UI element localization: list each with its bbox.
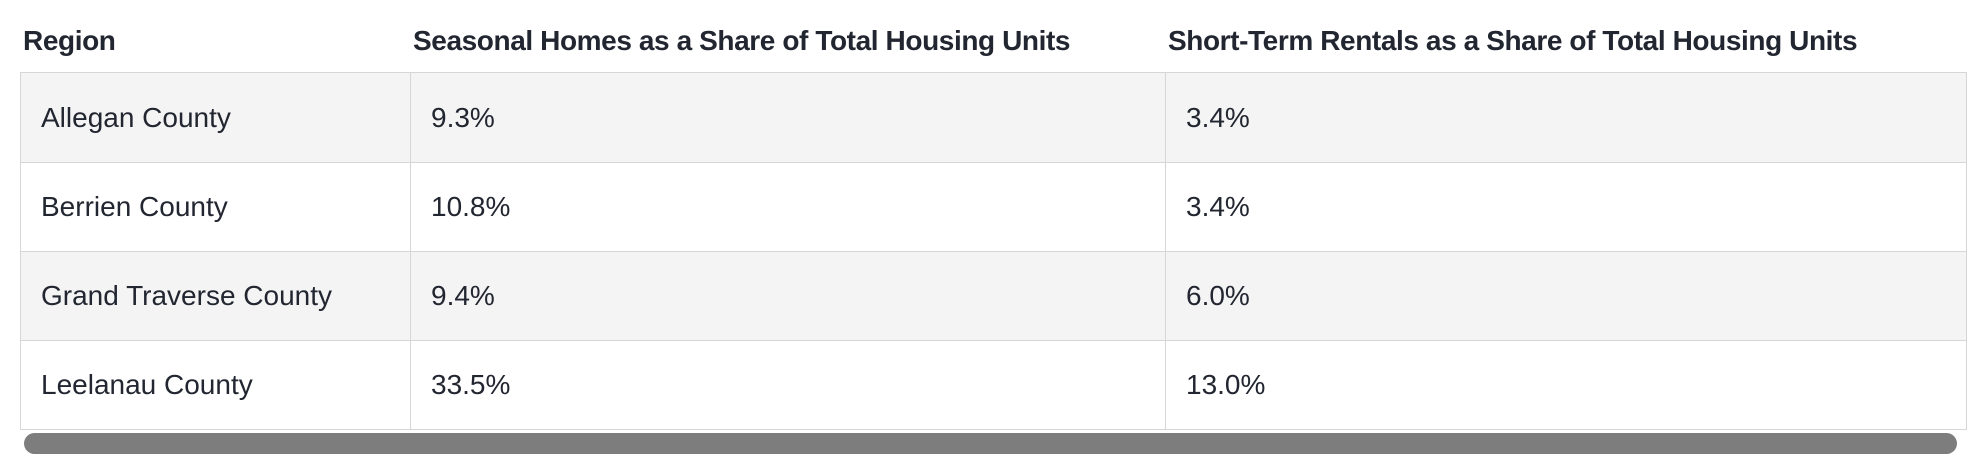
cell-region: Allegan County [21, 73, 411, 162]
table-row: Berrien County 10.8% 3.4% [21, 162, 1966, 251]
column-header-short-term-rentals-share: Short-Term Rentals as a Share of Total H… [1168, 25, 1858, 56]
cell-str-share: 3.4% [1186, 101, 1250, 133]
table-header-row: Region Seasonal Homes as a Share of Tota… [20, 10, 1967, 72]
cell-seasonal-share: 9.3% [411, 73, 1166, 162]
cell-str-share: 13.0% [1186, 369, 1266, 400]
cell-region: Berrien County [21, 163, 411, 251]
table-body: Allegan County 9.3% 3.4% Berrien County … [20, 72, 1967, 430]
cell-seasonal-share: 10.8% [411, 163, 1166, 251]
table-row: Leelanau County 33.5% 13.0% [21, 340, 1966, 429]
table-row: Grand Traverse County 9.4% 6.0% [21, 251, 1966, 340]
column-header-region: Region [23, 25, 116, 56]
cell-str-share: 6.0% [1186, 280, 1250, 311]
data-table: Region Seasonal Homes as a Share of Tota… [20, 10, 1967, 430]
cell-seasonal-share: 33.5% [411, 341, 1166, 429]
cell-str-share: 3.4% [1186, 191, 1250, 222]
cell-region: Grand Traverse County [21, 252, 411, 340]
horizontal-scrollbar-thumb[interactable] [24, 433, 1957, 454]
table-row: Allegan County 9.3% 3.4% [21, 73, 1966, 162]
column-header-seasonal-homes-share: Seasonal Homes as a Share of Total Housi… [413, 25, 1071, 56]
cell-region: Leelanau County [21, 341, 411, 429]
cell-seasonal-share: 9.4% [411, 252, 1166, 340]
